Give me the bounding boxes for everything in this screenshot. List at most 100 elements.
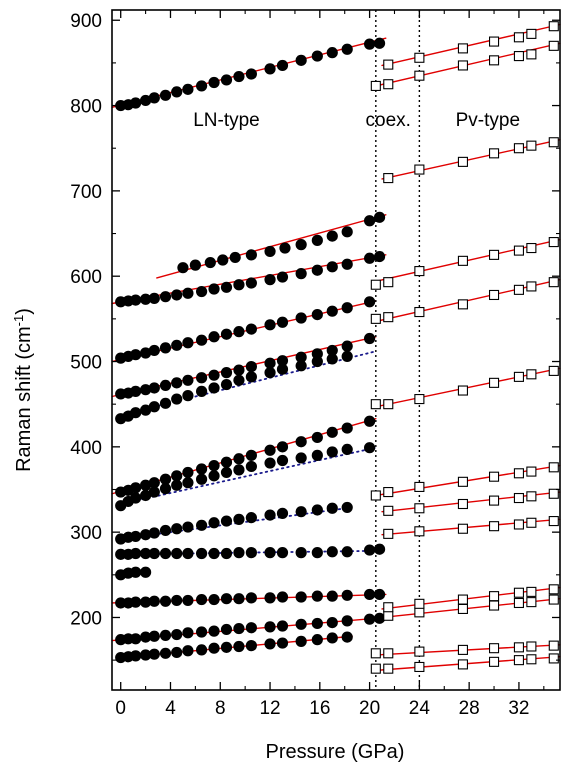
ln-point-2-18 xyxy=(341,589,353,601)
ln-point-5-16 xyxy=(311,504,323,516)
ln-point-9-18 xyxy=(341,340,353,352)
pv-point-22-1 xyxy=(383,312,394,323)
ln-point-5-10 xyxy=(220,515,233,527)
ln-point-10-7 xyxy=(182,337,194,349)
pv-point-21-5 xyxy=(513,371,524,382)
ln-point-5-12 xyxy=(245,512,257,524)
ln-point-11-6 xyxy=(171,289,183,301)
ln-point-2-2 xyxy=(130,596,142,608)
y-axis-title: Raman shift (cm-1) xyxy=(11,308,36,472)
ln-point-4-2 xyxy=(130,547,142,560)
pv-point-16-0 xyxy=(383,610,394,621)
pv-point-25-5 xyxy=(513,51,524,62)
pv-point-18-6 xyxy=(548,516,559,527)
ln-point-6-14 xyxy=(276,454,289,467)
ln-point-10-17 xyxy=(326,305,338,317)
ln-point-6-7 xyxy=(182,477,194,489)
ln-point-4-6 xyxy=(171,547,183,560)
pv-point-18-3 xyxy=(488,521,500,532)
ln-point-1-19 xyxy=(364,613,376,625)
pv-point-20-2 xyxy=(414,481,425,492)
ln-point-11-18 xyxy=(341,258,353,270)
ln-point-11-14 xyxy=(276,271,289,283)
ln-point-8-12 xyxy=(245,371,257,383)
pv-point-17-2 xyxy=(457,594,468,605)
ln-point-4-20 xyxy=(373,543,386,555)
x-tick-label: 24 xyxy=(409,698,431,719)
x-tick-label: 8 xyxy=(215,698,226,719)
y-tick-label: 800 xyxy=(70,97,102,118)
pv-point-15-1 xyxy=(383,648,394,659)
x-tick-label: 12 xyxy=(259,698,280,719)
pv-point-14-3 xyxy=(457,659,468,670)
ln-point-13-14 xyxy=(276,59,289,72)
ln-point-8-16 xyxy=(311,355,323,368)
phase-label-0: LN-type xyxy=(193,110,260,131)
ln-point-2-6 xyxy=(171,594,183,607)
ln-point-9-7 xyxy=(182,374,194,386)
ln-point-10-5 xyxy=(159,342,172,354)
ln-point-1-8 xyxy=(196,626,208,638)
phase-label-2: Pv-type xyxy=(456,110,520,131)
ln-point-10-11 xyxy=(233,326,245,338)
ln-point-9-13 xyxy=(264,357,276,369)
ln-point-11-2 xyxy=(130,294,142,306)
ln-point-0-16 xyxy=(311,634,323,646)
ln-point-9-5 xyxy=(159,379,172,392)
pv-point-14-2 xyxy=(414,661,425,673)
pv-point-25-0 xyxy=(370,80,381,91)
ln-point-12-12 xyxy=(364,215,376,227)
ln-point-2-13 xyxy=(264,592,276,604)
pv-point-20-1 xyxy=(383,487,394,498)
ln-point-11-15 xyxy=(295,268,307,280)
pv-point-25-4 xyxy=(488,55,500,66)
ln-point-5-17 xyxy=(326,502,338,514)
ln-point-13-15 xyxy=(295,54,307,66)
pv-point-20-6 xyxy=(526,466,537,477)
ln-point-4-5 xyxy=(159,547,172,560)
ln-point-1-9 xyxy=(208,625,220,637)
ln-point-12-11 xyxy=(341,226,353,238)
ln-point-2-3 xyxy=(140,596,152,608)
ln-point-8-9 xyxy=(208,382,220,394)
ln-point-10-13 xyxy=(264,319,276,331)
pv-point-20-5 xyxy=(513,468,524,479)
ln-point-12-3 xyxy=(217,254,229,266)
ln-point-13-9 xyxy=(208,76,220,89)
pv-point-18-4 xyxy=(513,519,524,530)
ln-point-2-5 xyxy=(159,595,172,607)
pv-point-23-2 xyxy=(414,266,425,277)
pv-point-24-0 xyxy=(383,173,394,184)
pv-point-26-5 xyxy=(526,28,537,39)
ln-point-2-8 xyxy=(196,593,208,606)
ln-point-10-6 xyxy=(171,339,183,351)
ln-point-8-6 xyxy=(171,393,183,405)
ln-point-0-6 xyxy=(171,646,183,659)
pv-point-18-1 xyxy=(414,526,425,537)
ln-point-4-14 xyxy=(276,547,289,559)
ln-point-8-8 xyxy=(196,385,208,397)
ln-point-4-11 xyxy=(233,547,245,559)
y-tick-label: 300 xyxy=(70,523,102,544)
ln-point-4-8 xyxy=(196,547,208,560)
ln-point-5-8 xyxy=(196,519,208,531)
ln-point-10-9 xyxy=(208,331,220,343)
ln-point-12-9 xyxy=(311,234,323,246)
pv-point-23-3 xyxy=(457,255,468,266)
ln-point-1-15 xyxy=(295,618,307,630)
ln-point-7-19 xyxy=(364,415,376,427)
pv-point-24-3 xyxy=(488,148,500,159)
ln-point-1-13 xyxy=(264,621,276,633)
pv-point-20-7 xyxy=(548,462,559,473)
y-tick-label: 900 xyxy=(70,11,102,32)
ln-point-12-6 xyxy=(264,245,276,258)
ln-point-9-8 xyxy=(196,372,208,384)
ln-point-8-5 xyxy=(159,397,172,409)
ln-point-1-7 xyxy=(182,627,194,639)
pv-point-19-4 xyxy=(513,492,524,504)
x-axis-title: Pressure (GPa) xyxy=(266,741,405,763)
ln-point-0-18 xyxy=(341,631,353,643)
pv-point-22-3 xyxy=(457,299,468,310)
ln-point-9-11 xyxy=(233,364,245,376)
pv-point-19-0 xyxy=(383,505,394,516)
